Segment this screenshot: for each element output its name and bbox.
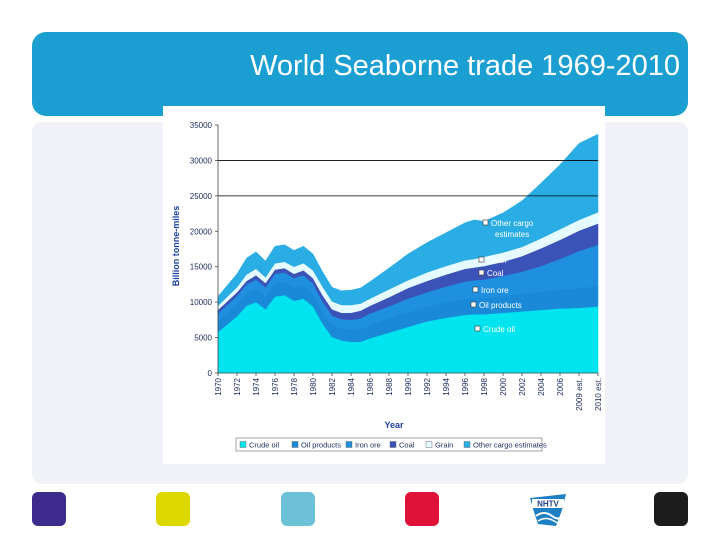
annotation-crude-oil: Crude oil — [474, 325, 515, 334]
x-axis-label: Year — [384, 420, 404, 430]
x-tick-label: 2010 est. — [594, 378, 603, 411]
area-chart: 0 5000 10000 15000 20000 25000 30000 35000 1970… — [171, 121, 603, 452]
y-tick-label: 15000 — [190, 263, 213, 272]
legend-item-oil-products: Oil products — [291, 441, 341, 450]
annotation-iron-ore: Iron ore — [472, 286, 509, 295]
area-other-cargo-estimates — [217, 133, 599, 307]
x-tick-labels: 1970 1972 1974 1976 1978 1980 1982 1984 1986 1988… — [214, 377, 603, 410]
x-tick-label: 1976 — [271, 377, 280, 395]
legend-item-coal: Coal — [389, 441, 415, 450]
nhtv-logo-icon: NHTV — [526, 490, 570, 530]
chart-container: 0 5000 10000 15000 20000 25000 30000 35000 1970… — [163, 106, 605, 464]
x-tick-label: 1986 — [366, 377, 375, 395]
yellow-square — [156, 492, 190, 526]
y-tick-label: 25000 — [190, 192, 213, 201]
x-tick-label: 1998 — [480, 377, 489, 395]
x-tick-label: 2009 est. — [575, 378, 584, 411]
annotation-oil-products: Oil products — [470, 301, 522, 310]
y-tick-label: 30000 — [190, 156, 213, 165]
x-tick-label: 1972 — [233, 377, 242, 395]
red-square — [405, 492, 439, 526]
legend-item-iron-ore: Iron ore — [345, 441, 381, 450]
slide-title: World Seaborne trade 1969-2010 — [250, 50, 680, 82]
annotation-other-cargo-estimates: Other cargo estimates — [482, 219, 534, 239]
title-bar: World Seaborne trade 1969-2010 — [32, 32, 688, 116]
x-tick-label: 1988 — [385, 377, 394, 395]
svg-text:Other cargo estimates: Other cargo estimates — [473, 441, 547, 450]
svg-text:Grain: Grain — [487, 256, 507, 265]
x-tick-label: 2006 — [556, 377, 565, 395]
light-blue-square — [281, 492, 315, 526]
x-tick-label: 2002 — [518, 377, 527, 395]
y-tick-label: 5000 — [194, 334, 212, 343]
logo-text: NHTV — [537, 500, 559, 509]
x-tick-label: 1994 — [442, 377, 451, 395]
series-annotations: Other cargo estimates Grain Coal Iron ore Oil… — [470, 219, 534, 334]
x-tick-label: 1984 — [347, 377, 356, 395]
x-tick-label: 1982 — [328, 377, 337, 395]
x-tick-label: 2004 — [537, 377, 546, 395]
x-tick-label: 1980 — [309, 377, 318, 395]
y-tick-labels: 0 5000 10000 15000 20000 25000 30000 35000 — [190, 121, 213, 378]
annotation-grain: Grain — [478, 256, 507, 265]
legend-item-other-cargo-estimates: Other cargo estimates — [463, 441, 547, 450]
y-tick-label: 10000 — [190, 298, 213, 307]
area-layers — [217, 133, 599, 374]
x-tick-label: 1970 — [214, 377, 223, 395]
legend-box — [235, 437, 543, 452]
svg-text:Crude oil: Crude oil — [249, 441, 279, 450]
legend-item-crude-oil: Crude oil — [239, 441, 279, 450]
x-tick-label: 1996 — [461, 377, 470, 395]
x-tick-label: 1974 — [252, 377, 261, 395]
svg-text:Coal: Coal — [399, 441, 415, 450]
x-tick-label: 2000 — [499, 377, 508, 395]
svg-text:Oil products: Oil products — [479, 301, 522, 310]
svg-text:Oil products: Oil products — [301, 441, 341, 450]
legend-item-grain: Grain — [425, 441, 453, 450]
y-tick-label: 0 — [208, 369, 213, 378]
svg-text:Other cargo: Other cargo — [491, 219, 534, 228]
svg-text:Crude oil: Crude oil — [483, 325, 515, 334]
x-tick-label: 1992 — [423, 377, 432, 395]
svg-text:Iron ore: Iron ore — [481, 286, 509, 295]
y-tick-label: 20000 — [190, 227, 213, 236]
svg-text:Iron ore: Iron ore — [355, 441, 381, 450]
gridlines — [218, 160, 598, 197]
svg-text:estimates: estimates — [495, 230, 529, 239]
annotation-coal: Coal — [478, 269, 504, 278]
svg-text:Grain: Grain — [435, 441, 453, 450]
purple-square — [32, 492, 66, 526]
axes — [215, 124, 599, 376]
svg-text:Coal: Coal — [487, 269, 504, 278]
y-tick-label: 35000 — [190, 121, 213, 130]
y-axis-label: Billion tonne-miles — [171, 206, 181, 287]
legend: Crude oil Oil products Iron ore Coal Grain Ot… — [235, 437, 547, 452]
x-tick-label: 1990 — [404, 377, 413, 395]
x-tick-label: 1978 — [290, 377, 299, 395]
black-square — [654, 492, 688, 526]
